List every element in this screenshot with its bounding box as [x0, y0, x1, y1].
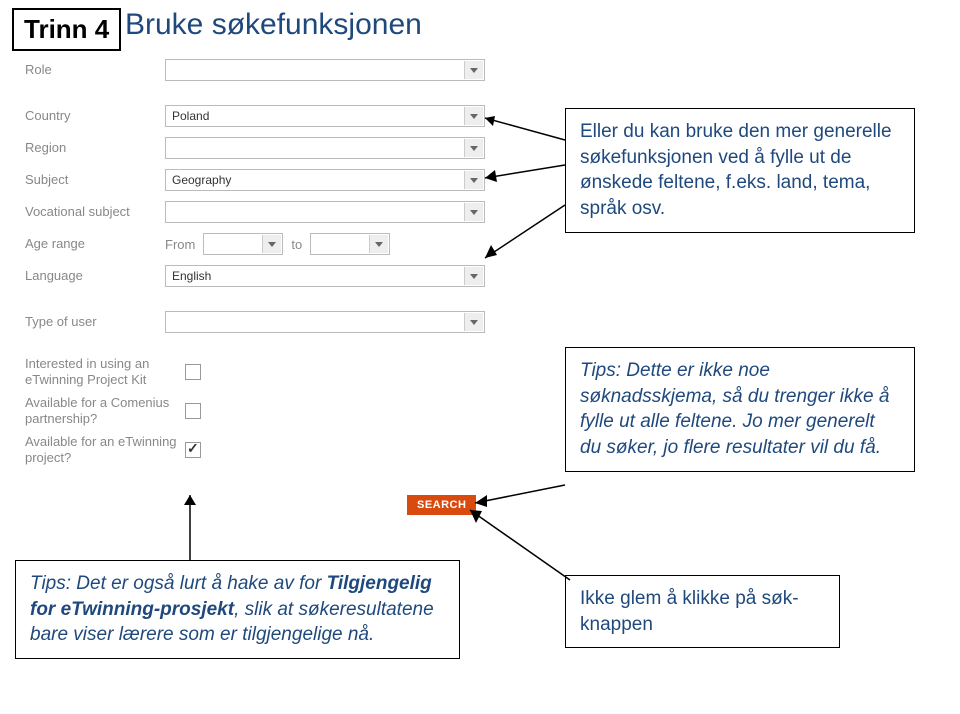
select-subject[interactable]: Geography: [165, 169, 485, 191]
arrow-icon: [473, 100, 573, 160]
chevron-down-icon: [262, 235, 281, 253]
label-interested: Interested in using an eTwinning Project…: [25, 356, 185, 387]
chevron-down-icon: [464, 313, 483, 331]
step-badge: Trinn 4: [12, 8, 121, 51]
select-region[interactable]: [165, 137, 485, 159]
label-role: Role: [25, 62, 165, 78]
label-from: From: [165, 237, 195, 252]
row-country: Country Poland: [25, 104, 485, 128]
row-usertype: Type of user: [25, 310, 485, 334]
arrow-icon: [460, 505, 580, 595]
label-etwinning: Available for an eTwinning project?: [25, 434, 185, 465]
callout-tips-checkbox: Tips: Det er også lurt å hake av for Til…: [15, 560, 460, 659]
chevron-down-icon: [464, 203, 483, 221]
row-language: Language English: [25, 264, 485, 288]
label-country: Country: [25, 108, 165, 124]
row-vocational: Vocational subject: [25, 200, 485, 224]
arrow-icon: [465, 485, 575, 525]
checkbox-interested[interactable]: [185, 364, 201, 380]
callout-search-reminder: Ikke glem å klikke på søk-knappen: [565, 575, 840, 648]
label-language: Language: [25, 268, 165, 284]
arrow-icon: [473, 200, 573, 270]
chevron-down-icon: [369, 235, 388, 253]
search-button[interactable]: SEARCH: [407, 495, 476, 515]
select-age-from[interactable]: [203, 233, 283, 255]
row-comenius: Available for a Comenius partnership?: [25, 395, 485, 426]
label-age: Age range: [25, 236, 165, 252]
checkbox-etwinning[interactable]: [185, 442, 201, 458]
select-age-to[interactable]: [310, 233, 390, 255]
label-to: to: [291, 237, 302, 252]
row-etwinning: Available for an eTwinning project?: [25, 434, 485, 465]
row-role: Role: [25, 58, 485, 82]
label-usertype: Type of user: [25, 314, 165, 330]
arrow-icon: [180, 485, 230, 565]
callout-general-search: Eller du kan bruke den mer generelle søk…: [565, 108, 915, 233]
chevron-down-icon: [464, 267, 483, 285]
row-subject: Subject Geography: [25, 168, 485, 192]
select-subject-value: Geography: [172, 173, 231, 187]
chevron-down-icon: [464, 171, 483, 189]
chevron-down-icon: [464, 107, 483, 125]
label-vocational: Vocational subject: [25, 204, 165, 220]
row-interested: Interested in using an eTwinning Project…: [25, 356, 485, 387]
label-subject: Subject: [25, 172, 165, 188]
page-title: Bruke søkefunksjonen: [125, 8, 422, 42]
select-role[interactable]: [165, 59, 485, 81]
checkbox-comenius[interactable]: [185, 403, 201, 419]
callout-tips-form: Tips: Dette er ikke noe søknadsskjema, s…: [565, 347, 915, 472]
select-country-value: Poland: [172, 109, 209, 123]
select-vocational[interactable]: [165, 201, 485, 223]
select-language[interactable]: English: [165, 265, 485, 287]
row-age: Age range From to: [25, 232, 485, 256]
chevron-down-icon: [464, 139, 483, 157]
select-language-value: English: [172, 269, 211, 283]
callout-3-pre: Tips: Det er også lurt å hake av for: [30, 573, 327, 594]
row-region: Region: [25, 136, 485, 160]
arrow-icon: [473, 160, 573, 200]
select-usertype[interactable]: [165, 311, 485, 333]
search-form: Role Country Poland Region Subject Geogr…: [25, 58, 485, 474]
label-region: Region: [25, 140, 165, 156]
chevron-down-icon: [464, 61, 483, 79]
select-country[interactable]: Poland: [165, 105, 485, 127]
label-comenius: Available for a Comenius partnership?: [25, 395, 185, 426]
